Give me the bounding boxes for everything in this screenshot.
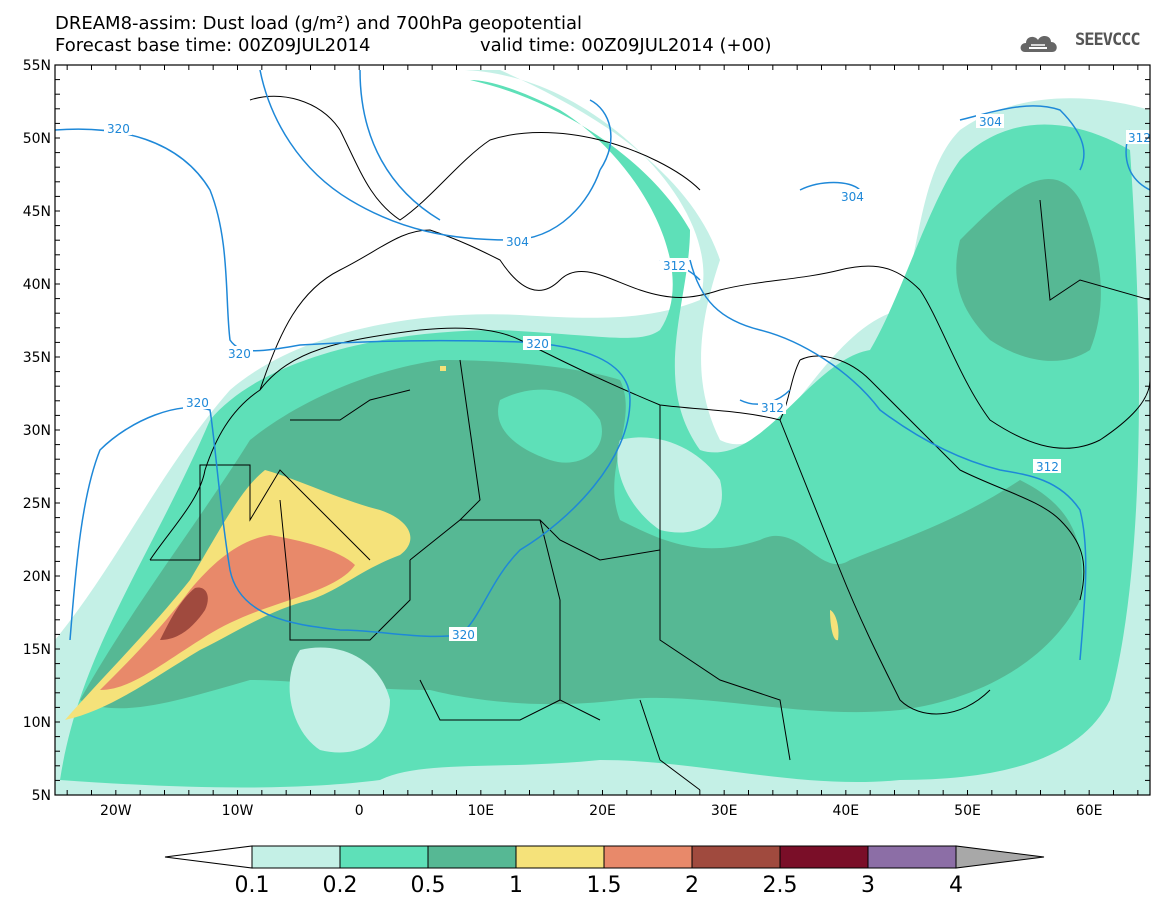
contour-label: 320 [228, 347, 251, 361]
lon-label: 50E [954, 803, 981, 819]
lat-label: 20N [23, 569, 51, 585]
lat-label: 10N [23, 715, 51, 731]
colorbar-segment [691, 845, 781, 869]
logo-text: SEEVCCC [1075, 30, 1141, 50]
forecast-base-time: Forecast base time: 00Z09JUL2014 [55, 35, 371, 56]
lat-label: 5N [32, 788, 51, 804]
lon-label: 0 [355, 803, 364, 819]
contour-label: 312 [1036, 460, 1059, 474]
contour-label: 304 [506, 235, 529, 249]
lat-label: 30N [23, 423, 51, 439]
colorbar-segment [603, 845, 693, 869]
colorbar-tick-label: 2.5 [763, 873, 798, 898]
contour-label: 312 [761, 401, 784, 415]
lat-label: 15N [23, 642, 51, 658]
lat-label: 25N [23, 496, 51, 512]
contour-label: 320 [107, 122, 130, 136]
coastlines [149, 95, 1150, 791]
lat-label: 55N [23, 58, 51, 74]
colorbar-high-arrow [955, 845, 1045, 869]
contour-label: 304 [841, 190, 864, 204]
colorbar-tick-label: 0.5 [411, 873, 446, 898]
cloud-logo-icon [1020, 36, 1057, 52]
colorbar: 0.1 0.2 0.5 1 1.5 2 2.5 3 4 [164, 845, 1045, 898]
colorbar-tick-label: 4 [949, 873, 963, 898]
contour-label: 304 [979, 115, 1002, 129]
lat-label: 45N [23, 204, 51, 220]
lon-axis-labels: 20W 10W 0 10E 20E 30E 40E 50E 60E [100, 803, 1103, 819]
colorbar-tick-label: 2 [685, 873, 699, 898]
contour-label: 320 [186, 396, 209, 410]
contour-label-group: 320 320 320 320 320 304 304 304 312 312 … [104, 114, 1151, 642]
lat-axis-labels: 55N 50N 45N 40N 35N 30N 25N 20N 15N 10N 5N [23, 58, 51, 804]
lat-label: 50N [23, 131, 51, 147]
valid-time: valid time: 00Z09JUL2014 (+00) [480, 35, 772, 56]
contour-label: 320 [526, 337, 549, 351]
lon-label: 20W [100, 803, 132, 819]
colorbar-low-arrow [164, 845, 253, 869]
lat-label: 40N [23, 277, 51, 293]
colorbar-segment [251, 845, 341, 869]
colorbar-segment [427, 845, 517, 869]
colorbar-segment [339, 845, 429, 869]
colorbar-segment [867, 845, 957, 869]
colorbar-tick-label: 3 [861, 873, 875, 898]
lon-label: 20E [589, 803, 616, 819]
lon-label: 30E [711, 803, 738, 819]
colorbar-segment [779, 845, 869, 869]
lon-label: 40E [832, 803, 859, 819]
dust-field [55, 65, 1150, 795]
colorbar-tick-label: 0.2 [323, 873, 358, 898]
colorbar-tick-label: 1.5 [587, 873, 622, 898]
colorbar-tick-label: 1 [509, 873, 523, 898]
contour-label: 312 [1128, 131, 1151, 145]
lon-label: 60E [1076, 803, 1103, 819]
lon-label: 10E [467, 803, 494, 819]
map-title: DREAM8-assim: Dust load (g/m²) and 700hP… [55, 13, 582, 34]
contour-label: 320 [452, 628, 475, 642]
contour-label: 312 [663, 259, 686, 273]
lat-label: 35N [23, 350, 51, 366]
colorbar-segment [515, 845, 605, 869]
lon-label: 10W [222, 803, 254, 819]
colorbar-tick-label: 0.1 [235, 873, 270, 898]
axis-ticks [55, 65, 1150, 795]
